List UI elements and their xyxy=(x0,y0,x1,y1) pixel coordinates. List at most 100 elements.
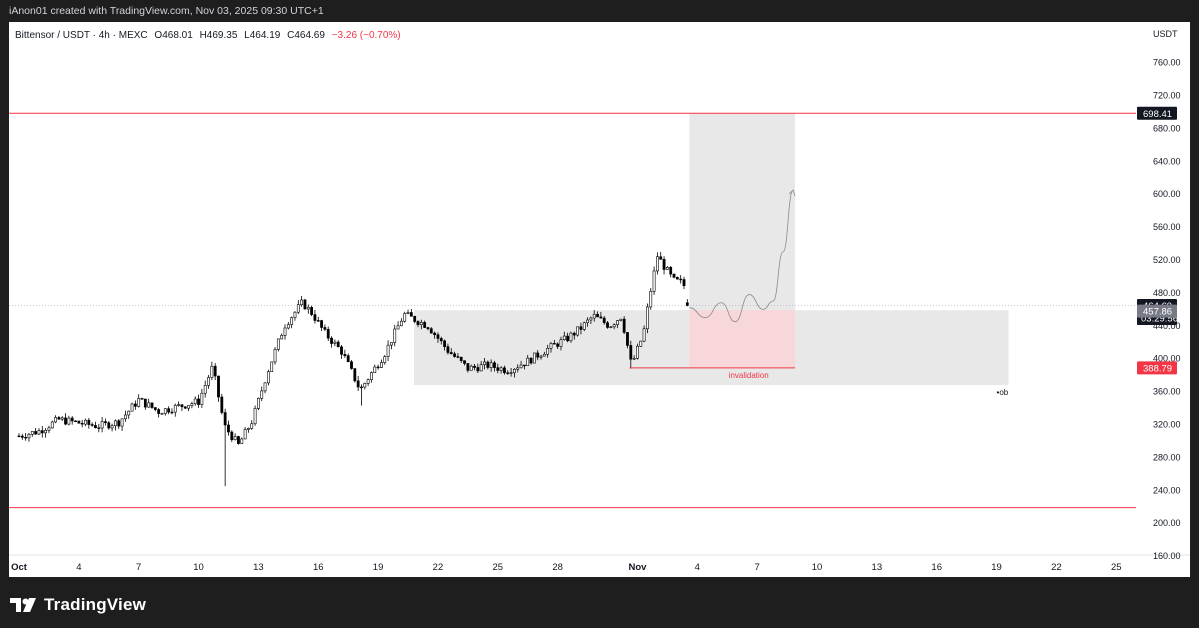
candle[interactable] xyxy=(316,320,320,322)
candle[interactable] xyxy=(602,317,606,324)
candle[interactable] xyxy=(107,422,111,429)
candle[interactable] xyxy=(559,339,563,347)
candle[interactable] xyxy=(330,337,333,344)
candle[interactable] xyxy=(177,404,181,406)
candle[interactable] xyxy=(669,267,673,275)
candle[interactable] xyxy=(489,362,493,368)
candle[interactable] xyxy=(217,375,220,398)
candle[interactable] xyxy=(47,427,51,431)
candle[interactable] xyxy=(655,256,659,272)
candle[interactable] xyxy=(300,299,304,306)
candle[interactable] xyxy=(223,412,227,426)
candle[interactable] xyxy=(290,317,294,325)
candle[interactable] xyxy=(649,291,653,308)
candle[interactable] xyxy=(283,327,287,336)
candle[interactable] xyxy=(336,341,340,348)
candle[interactable] xyxy=(353,368,357,382)
candle[interactable] xyxy=(120,418,124,427)
candle[interactable] xyxy=(566,335,570,342)
candle[interactable] xyxy=(90,424,94,426)
candle[interactable] xyxy=(323,327,327,330)
candle[interactable] xyxy=(303,299,307,310)
candle[interactable] xyxy=(426,327,430,330)
candle[interactable] xyxy=(589,317,593,321)
candle[interactable] xyxy=(150,402,154,408)
candle[interactable] xyxy=(376,366,380,369)
candle[interactable] xyxy=(632,358,636,360)
candle[interactable] xyxy=(576,326,580,336)
candle[interactable] xyxy=(203,385,207,394)
candle[interactable] xyxy=(356,380,360,388)
candle[interactable] xyxy=(153,407,157,410)
candle[interactable] xyxy=(399,320,403,327)
candle[interactable] xyxy=(486,361,490,368)
candle[interactable] xyxy=(340,346,343,355)
zone-target[interactable] xyxy=(689,113,796,311)
candle[interactable] xyxy=(30,431,34,435)
candle[interactable] xyxy=(60,417,64,420)
candle[interactable] xyxy=(80,422,84,425)
candle[interactable] xyxy=(659,256,663,260)
candle[interactable] xyxy=(127,410,131,416)
candle[interactable] xyxy=(286,324,290,329)
candle[interactable] xyxy=(552,343,556,345)
candle[interactable] xyxy=(117,420,121,427)
candle[interactable] xyxy=(672,273,676,278)
candle[interactable] xyxy=(509,372,513,374)
candle[interactable] xyxy=(463,360,466,364)
candle[interactable] xyxy=(619,318,623,321)
candle[interactable] xyxy=(516,367,520,370)
candle[interactable] xyxy=(386,344,390,357)
candle[interactable] xyxy=(193,398,197,404)
candle[interactable] xyxy=(260,390,264,399)
candle[interactable] xyxy=(453,353,456,357)
candle[interactable] xyxy=(54,417,57,423)
candle[interactable] xyxy=(333,341,337,344)
candle[interactable] xyxy=(326,329,330,339)
candle[interactable] xyxy=(70,417,74,422)
candle[interactable] xyxy=(130,403,134,412)
candle[interactable] xyxy=(685,302,689,306)
candle[interactable] xyxy=(413,316,417,322)
candle[interactable] xyxy=(459,356,463,361)
candle[interactable] xyxy=(416,321,420,325)
candle[interactable] xyxy=(263,382,267,392)
candle[interactable] xyxy=(253,408,257,425)
candle[interactable] xyxy=(393,328,397,343)
candle[interactable] xyxy=(519,364,523,369)
candle[interactable] xyxy=(383,356,387,363)
candle[interactable] xyxy=(147,402,151,408)
tradingview-logo[interactable]: TradingView xyxy=(10,595,146,615)
candle[interactable] xyxy=(646,306,649,330)
candle[interactable] xyxy=(27,433,31,439)
candle[interactable] xyxy=(140,398,144,400)
candle[interactable] xyxy=(679,278,683,281)
candle[interactable] xyxy=(17,435,21,438)
candle[interactable] xyxy=(243,429,247,440)
candle[interactable] xyxy=(506,372,510,374)
candle[interactable] xyxy=(40,430,44,434)
candle[interactable] xyxy=(493,362,496,368)
candle[interactable] xyxy=(183,406,187,409)
candle[interactable] xyxy=(443,340,447,347)
candle[interactable] xyxy=(37,430,41,435)
candle[interactable] xyxy=(363,383,367,388)
candle[interactable] xyxy=(360,386,363,389)
projection-path[interactable] xyxy=(689,189,794,323)
candle[interactable] xyxy=(350,361,353,369)
candle[interactable] xyxy=(266,371,270,384)
candle[interactable] xyxy=(313,314,317,321)
candle[interactable] xyxy=(403,313,407,322)
candle[interactable] xyxy=(293,311,297,318)
candle[interactable] xyxy=(373,366,377,373)
candle[interactable] xyxy=(137,398,141,407)
candle[interactable] xyxy=(67,417,71,425)
candle[interactable] xyxy=(529,357,533,364)
candle[interactable] xyxy=(247,428,250,430)
candle[interactable] xyxy=(233,436,237,441)
candle[interactable] xyxy=(433,332,437,336)
candle[interactable] xyxy=(456,356,460,358)
candle[interactable] xyxy=(346,355,350,363)
candle[interactable] xyxy=(124,414,127,420)
candle[interactable] xyxy=(675,276,679,280)
